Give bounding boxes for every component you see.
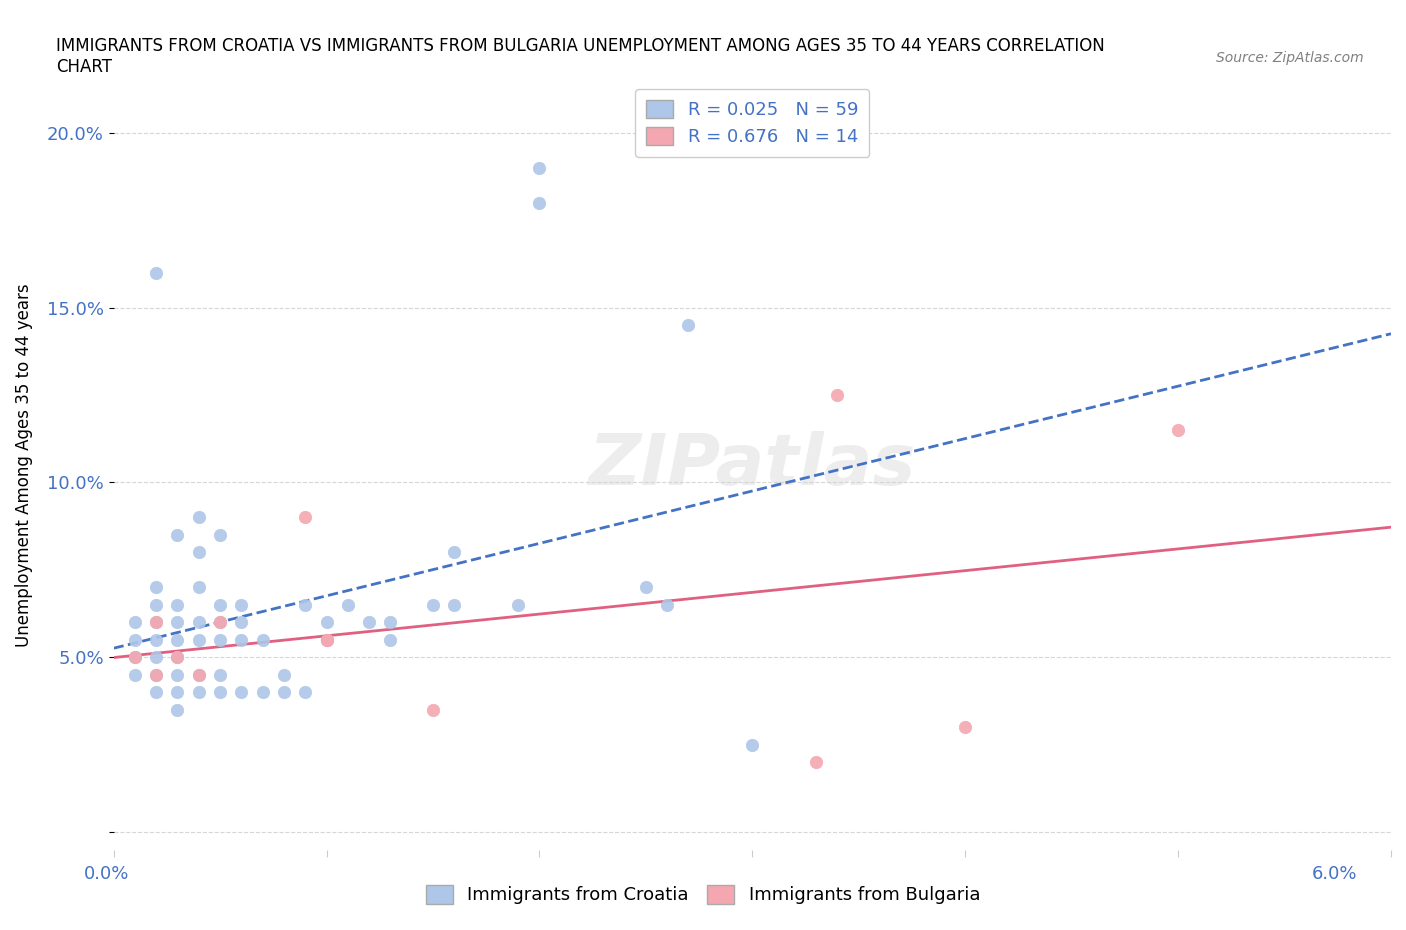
- Point: [145, 632, 167, 647]
- Point: [678, 318, 700, 333]
- Point: [315, 632, 337, 647]
- Point: [187, 668, 209, 683]
- Point: [252, 685, 274, 700]
- Point: [273, 668, 295, 683]
- Point: [209, 615, 232, 630]
- Point: [209, 527, 232, 542]
- Point: [166, 632, 188, 647]
- Point: [166, 527, 188, 542]
- Point: [166, 650, 188, 665]
- Point: [380, 615, 402, 630]
- Point: [187, 685, 209, 700]
- Point: [166, 615, 188, 630]
- Point: [145, 265, 167, 280]
- Point: [231, 632, 253, 647]
- Point: [209, 685, 232, 700]
- Point: [336, 597, 359, 612]
- Point: [315, 632, 337, 647]
- Point: [166, 685, 188, 700]
- Point: [166, 668, 188, 683]
- Point: [443, 597, 465, 612]
- Point: [827, 388, 849, 403]
- Point: [252, 632, 274, 647]
- Point: [187, 632, 209, 647]
- Point: [166, 597, 188, 612]
- Point: [508, 597, 530, 612]
- Text: 6.0%: 6.0%: [1312, 865, 1357, 884]
- Text: ZIPatlas: ZIPatlas: [589, 431, 915, 499]
- Point: [804, 755, 827, 770]
- Point: [741, 737, 763, 752]
- Point: [380, 632, 402, 647]
- Y-axis label: Unemployment Among Ages 35 to 44 years: Unemployment Among Ages 35 to 44 years: [15, 284, 32, 646]
- Point: [124, 615, 146, 630]
- Point: [231, 685, 253, 700]
- Point: [145, 580, 167, 595]
- Point: [359, 615, 381, 630]
- Point: [209, 597, 232, 612]
- Point: [145, 615, 167, 630]
- Point: [634, 580, 657, 595]
- Point: [294, 597, 316, 612]
- Text: 0.0%: 0.0%: [84, 865, 129, 884]
- Point: [231, 597, 253, 612]
- Point: [422, 702, 444, 717]
- Point: [124, 650, 146, 665]
- Legend: R = 0.025   N = 59, R = 0.676   N = 14: R = 0.025 N = 59, R = 0.676 N = 14: [636, 89, 869, 157]
- Point: [294, 685, 316, 700]
- Point: [124, 668, 146, 683]
- Text: IMMIGRANTS FROM CROATIA VS IMMIGRANTS FROM BULGARIA UNEMPLOYMENT AMONG AGES 35 T: IMMIGRANTS FROM CROATIA VS IMMIGRANTS FR…: [56, 37, 1105, 76]
- Point: [187, 545, 209, 560]
- Point: [166, 650, 188, 665]
- Point: [145, 650, 167, 665]
- Point: [953, 720, 976, 735]
- Point: [187, 615, 209, 630]
- Point: [315, 615, 337, 630]
- Point: [443, 545, 465, 560]
- Point: [187, 510, 209, 525]
- Point: [166, 702, 188, 717]
- Point: [273, 685, 295, 700]
- Point: [529, 160, 551, 175]
- Point: [187, 580, 209, 595]
- Point: [145, 685, 167, 700]
- Point: [422, 597, 444, 612]
- Point: [145, 615, 167, 630]
- Text: Source: ZipAtlas.com: Source: ZipAtlas.com: [1216, 51, 1364, 65]
- Point: [315, 632, 337, 647]
- Point: [124, 650, 146, 665]
- Point: [209, 632, 232, 647]
- Point: [1167, 422, 1189, 437]
- Point: [231, 615, 253, 630]
- Legend: Immigrants from Croatia, Immigrants from Bulgaria: Immigrants from Croatia, Immigrants from…: [419, 878, 987, 911]
- Point: [209, 615, 232, 630]
- Point: [529, 195, 551, 210]
- Point: [145, 668, 167, 683]
- Point: [145, 597, 167, 612]
- Point: [187, 668, 209, 683]
- Point: [655, 597, 678, 612]
- Point: [294, 510, 316, 525]
- Point: [124, 632, 146, 647]
- Point: [145, 668, 167, 683]
- Point: [209, 668, 232, 683]
